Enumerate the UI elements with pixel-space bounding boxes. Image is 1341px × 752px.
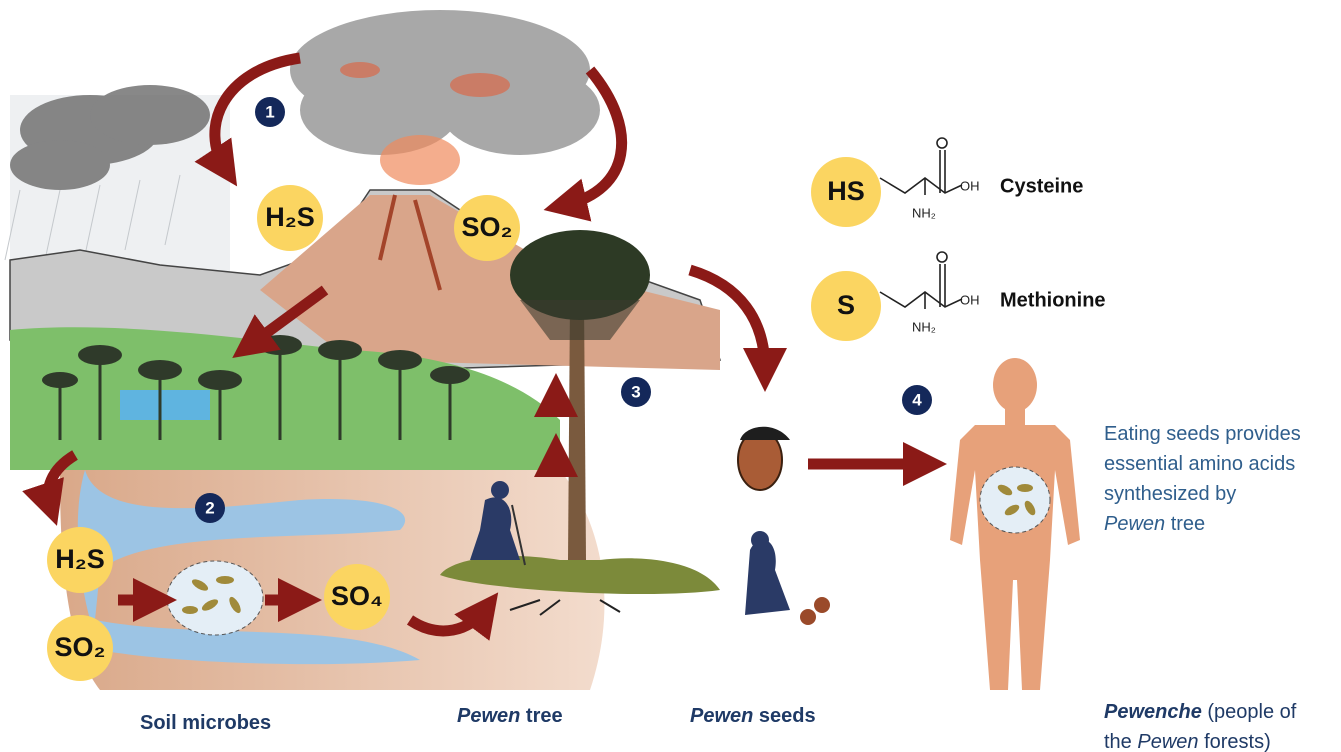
pewenche-label-run: (people of: [1202, 701, 1297, 723]
caption: essential amino acids: [1104, 453, 1295, 475]
pewen-tree-label-run: Pewen: [457, 705, 520, 727]
pewenche-label-run: the: [1104, 731, 1137, 752]
caption: synthesized by: [1104, 483, 1236, 505]
compound-label: SO₄: [331, 581, 383, 611]
caption-run: Pewen: [1104, 513, 1165, 535]
pewen-seeds-label: Pewen seeds: [690, 705, 816, 727]
compound-label: SO₂: [54, 632, 105, 662]
step-number: 2: [205, 498, 214, 517]
caption: Eating seeds provides: [1104, 423, 1301, 445]
hydroxyl: OH: [960, 178, 980, 193]
diagram: H₂S SO₂ H₂S SO₂ SO₄ 1 2 3 4 HS OH NH₂ Cysteine S OH NH₂…: [0, 0, 1341, 752]
step-number: 3: [631, 382, 640, 401]
caption: Pewen tree: [1104, 513, 1205, 535]
soil-microbes-label-run: Soil microbes: [140, 712, 271, 734]
compound-label: SO₂: [461, 212, 512, 242]
pewenche-label-run: Pewen: [1137, 731, 1198, 752]
pewenche-label-run: Pewenche: [1104, 701, 1202, 723]
caption-run: essential amino acids: [1104, 453, 1295, 475]
pewenche-label-run: forests): [1199, 731, 1271, 752]
molecules: [880, 138, 962, 309]
pewenche-label: Pewenche (people of: [1104, 701, 1297, 723]
pewen-seeds-label-run: seeds: [753, 705, 815, 727]
soil-microbes-label: Soil microbes: [140, 712, 271, 734]
pewenche-label: the Pewen forests): [1104, 731, 1271, 752]
amino-group: S: [837, 290, 855, 320]
hydroxyl: OH: [960, 292, 980, 307]
scenery: [5, 10, 1080, 690]
pewen-tree-label: Pewen tree: [457, 705, 563, 727]
amino-acid-name: Cysteine: [1000, 175, 1083, 197]
amine: NH₂: [912, 205, 936, 220]
amino-group: HS: [827, 176, 865, 206]
compound-label: H₂S: [265, 202, 315, 232]
caption-run: synthesized by: [1104, 483, 1236, 505]
caption-run: Eating seeds provides: [1104, 423, 1301, 445]
step-number: 4: [912, 390, 922, 409]
amino-acid-name: Methionine: [1000, 289, 1106, 311]
step-number: 1: [265, 102, 274, 121]
pewen-tree-label-run: tree: [520, 705, 562, 727]
pewen-seeds-label-run: Pewen: [690, 705, 753, 727]
amine: NH₂: [912, 319, 936, 334]
caption-run: tree: [1165, 513, 1205, 535]
compound-label: H₂S: [55, 544, 105, 574]
